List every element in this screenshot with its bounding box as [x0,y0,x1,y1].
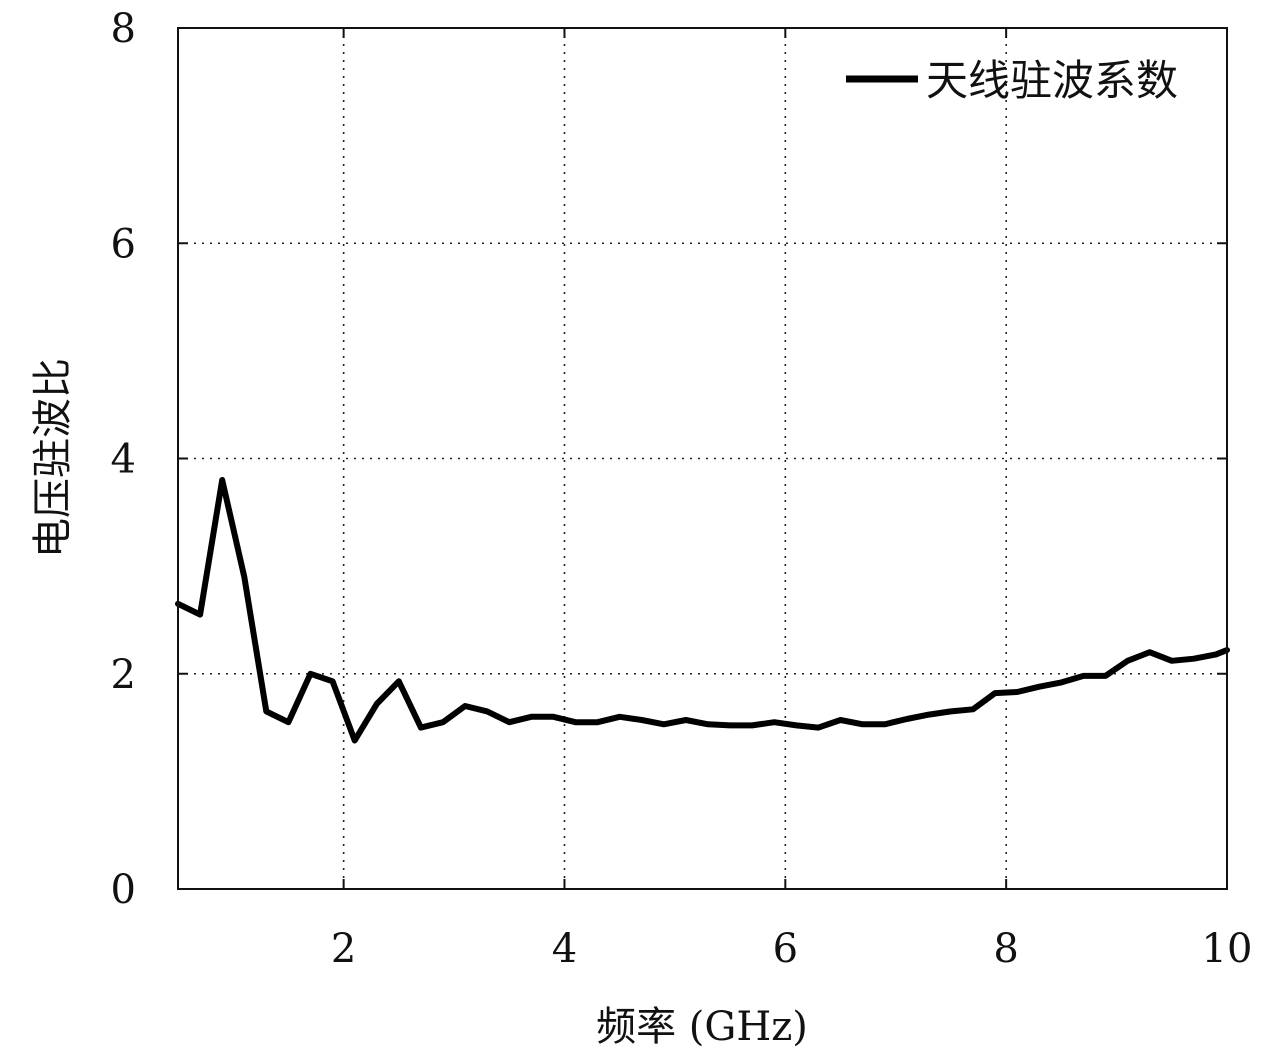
x-tick-label: 6 [773,926,798,972]
label-layer: 2 4 6 8 10 0 2 4 6 8 [111,6,1253,972]
series-layer [175,477,1230,744]
tick-layer [178,27,1228,890]
grid-layer [178,28,1227,889]
series-line-vswr [175,477,1230,744]
x-axis-label: 频率 (GHz) [596,1004,808,1050]
plot-frame [177,27,1228,890]
x-tick-label: 10 [1202,926,1253,972]
y-tick-label: 6 [111,221,136,267]
y-tick-label: 8 [111,6,136,52]
x-tick-label: 8 [993,926,1018,972]
legend-label: 天线驻波系数 [926,56,1178,105]
x-tick-label: 4 [552,926,577,972]
legend: 天线驻波系数 [846,56,1178,105]
y-tick-label: 2 [111,652,136,698]
y-tick-label: 4 [111,437,136,483]
x-tick-label: 2 [331,926,356,972]
y-tick-label: 0 [111,867,136,913]
y-axis-label: 电压驻波比 [30,358,76,558]
